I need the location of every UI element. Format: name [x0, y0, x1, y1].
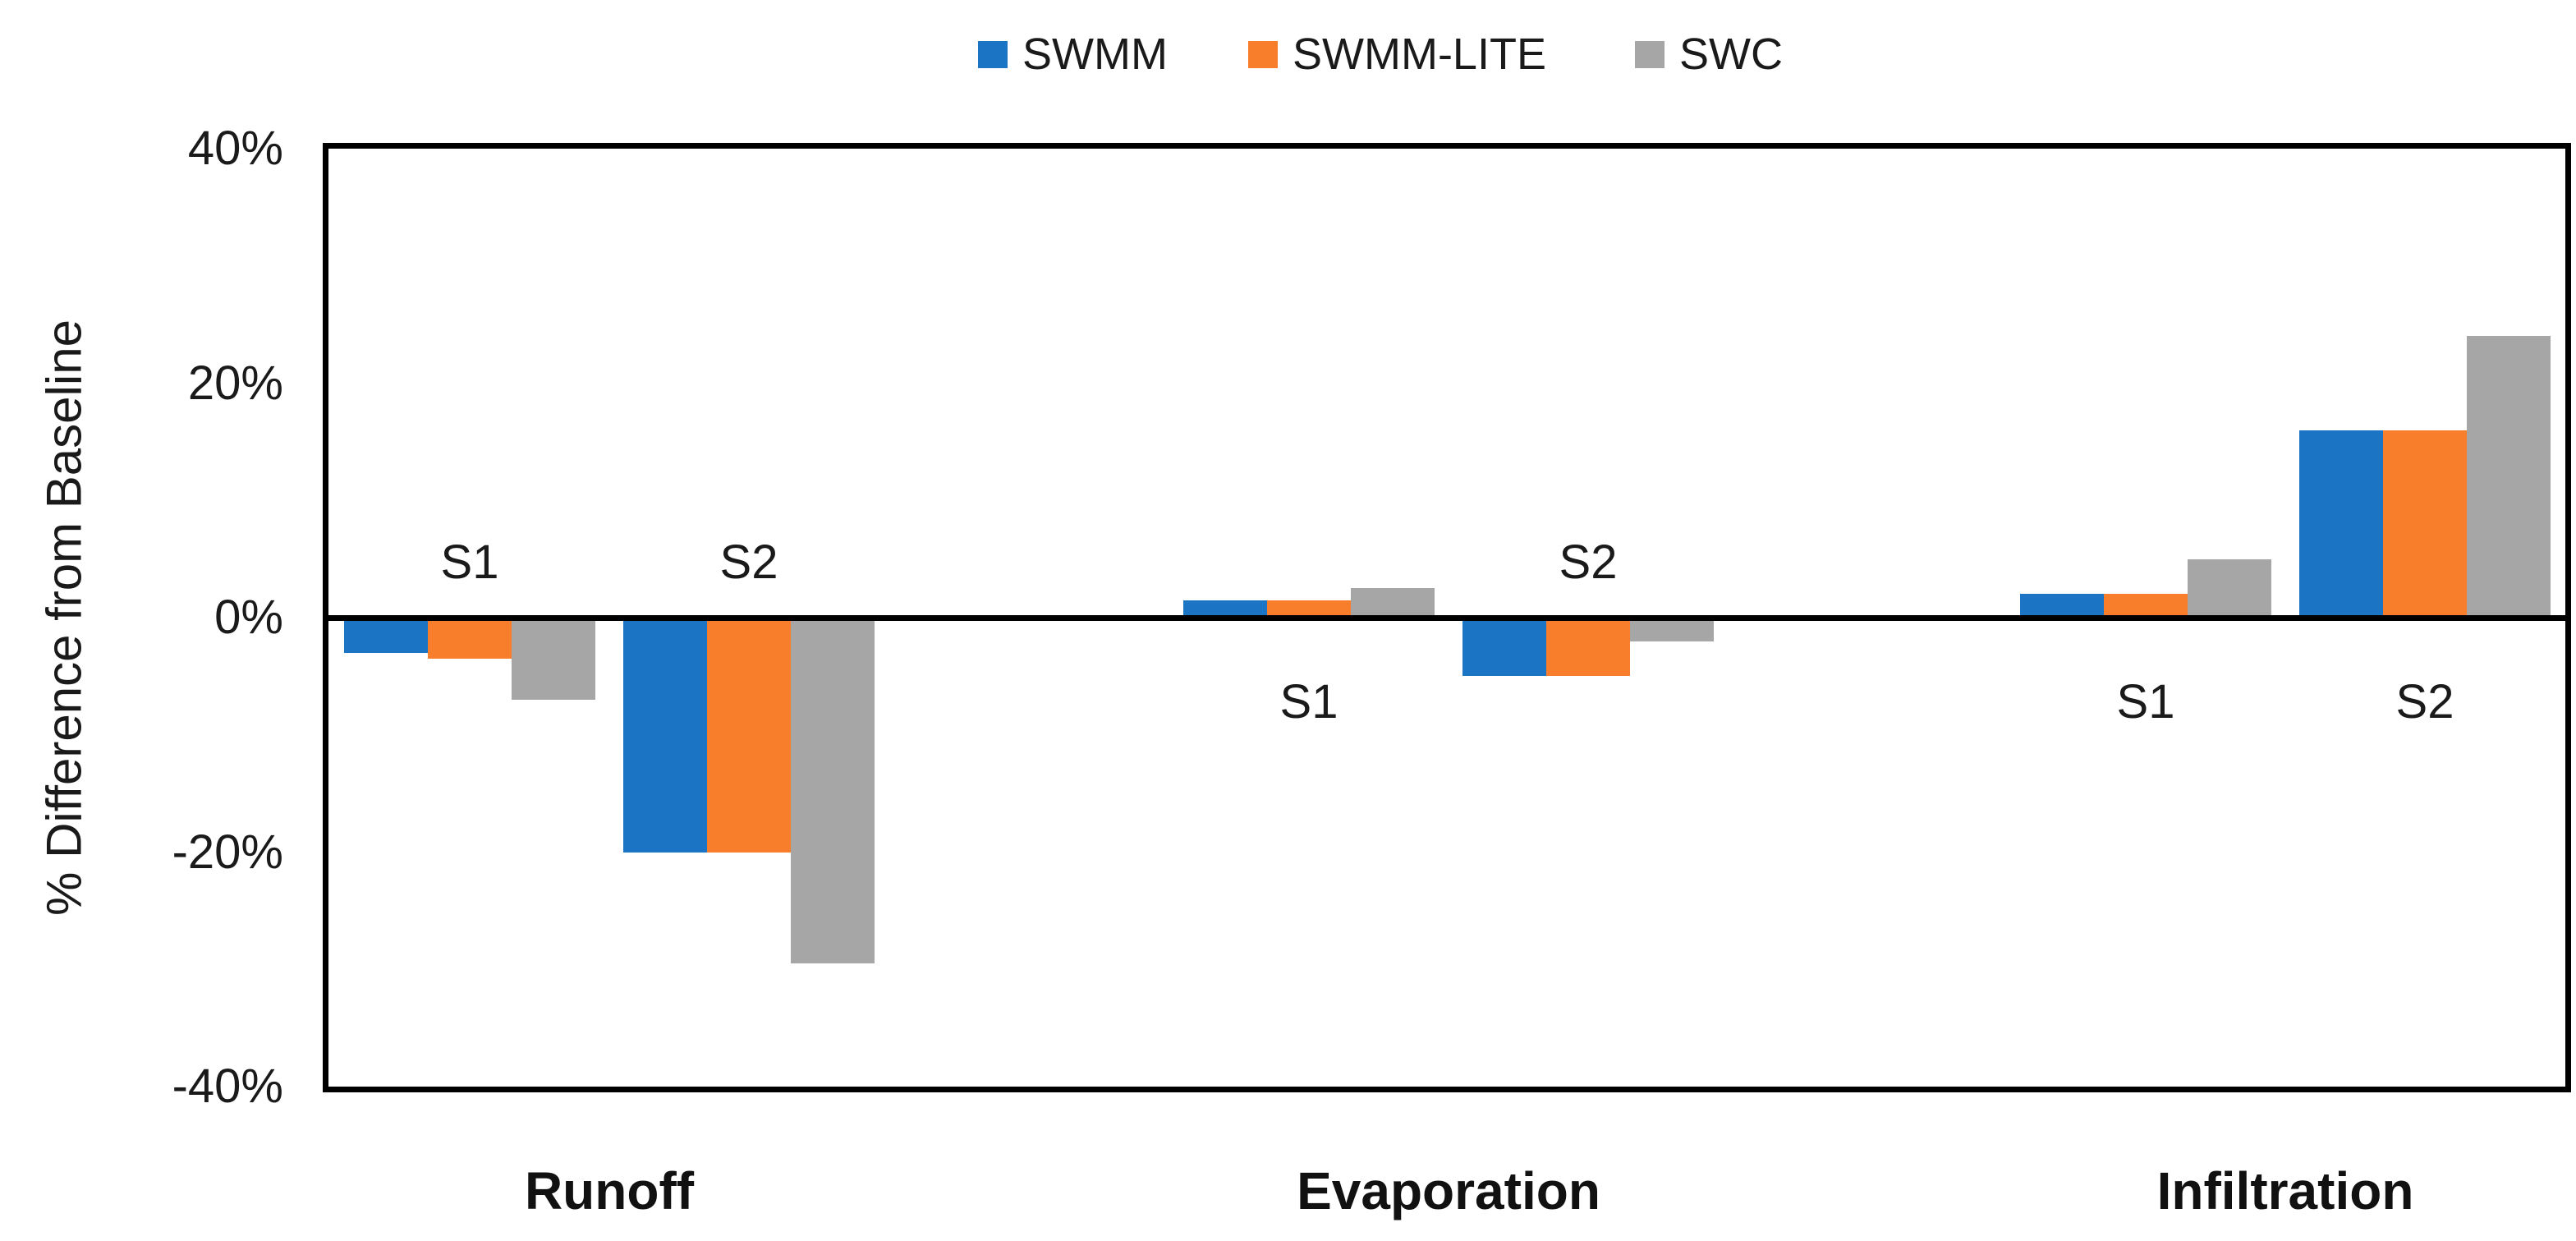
bar-swmm-lite-evaporation-s2: [1546, 618, 1630, 677]
legend-item-swmm-lite: SWMM-LITE: [1248, 28, 1546, 80]
y-tick-label-20: 20%: [187, 356, 283, 410]
category-label-infiltration: Infiltration: [2156, 1161, 2414, 1220]
y-tick-label-0: 0%: [214, 591, 283, 644]
bar-swc-infiltration-s2: [2467, 336, 2551, 618]
bar-swmm-lite-runoff-s1: [428, 618, 512, 659]
bar-swmm-lite-infiltration-s1: [2104, 594, 2188, 618]
legend-label-swmm: SWMM: [1022, 30, 1168, 79]
bar-swmm-evaporation-s1: [1183, 600, 1267, 618]
bar-swmm-evaporation-s2: [1462, 618, 1546, 677]
scenario-label-infiltration-s2: S2: [2395, 675, 2454, 729]
bar-swmm-lite-runoff-s2: [707, 618, 791, 853]
y-tick-label-neg40: -40%: [172, 1059, 283, 1113]
category-label-runoff: Runoff: [524, 1161, 695, 1220]
category-label-evaporation: Evaporation: [1297, 1161, 1600, 1220]
scenario-label-evaporation-s1: S1: [1279, 675, 1339, 729]
legend-item-swmm: SWMM: [978, 28, 1168, 80]
swc-color-swatch-icon: [1635, 40, 1665, 68]
swmm-color-swatch-icon: [978, 40, 1008, 68]
legend-label-swmm-lite: SWMM-LITE: [1293, 30, 1546, 79]
bar-swmm-lite-infiltration-s2: [2383, 430, 2467, 618]
plot-area: S1 S2 S1 S2 S1 S2: [328, 149, 2565, 1087]
bar-swmm-runoff-s1: [344, 618, 428, 653]
legend-item-swc: SWC: [1635, 28, 1783, 80]
scenario-label-runoff-s1: S1: [440, 535, 499, 589]
bar-swc-evaporation-s1: [1351, 588, 1435, 618]
scenario-label-infiltration-s1: S1: [2116, 675, 2175, 729]
bar-swmm-runoff-s2: [623, 618, 707, 853]
y-tick-label-40: 40%: [187, 122, 283, 175]
bar-swc-runoff-s1: [512, 618, 595, 700]
bar-swmm-infiltration-s1: [2020, 594, 2104, 618]
y-tick-label-neg20: -20%: [172, 825, 283, 879]
bar-swc-evaporation-s2: [1630, 618, 1714, 641]
bar-swmm-infiltration-s2: [2299, 430, 2383, 618]
scenario-label-runoff-s2: S2: [719, 535, 778, 589]
swmm-lite-color-swatch-icon: [1248, 40, 1278, 68]
scenario-label-evaporation-s2: S2: [1559, 535, 1618, 589]
bar-swmm-lite-evaporation-s1: [1267, 600, 1351, 618]
bar-swc-infiltration-s1: [2188, 558, 2271, 618]
zero-baseline-line: [328, 615, 2565, 621]
legend-label-swc: SWC: [1679, 30, 1783, 79]
bar-swc-runoff-s2: [791, 618, 875, 964]
